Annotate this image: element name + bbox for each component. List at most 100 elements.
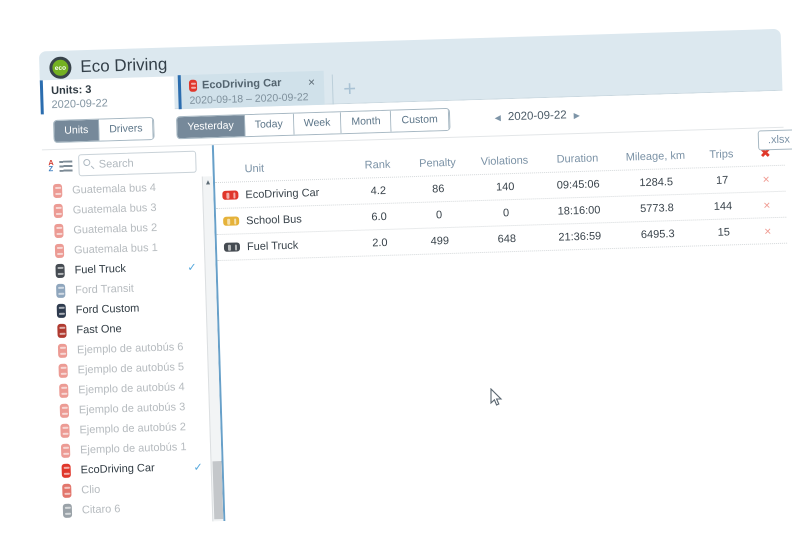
period-button-group: Yesterday Today Week Month Custom — [176, 107, 451, 139]
cell-violations: 0 — [502, 206, 510, 219]
cell-rank: 6.0 — [371, 210, 387, 223]
cell-duration: 21:36:59 — [558, 229, 602, 244]
app-title: Eco Driving — [80, 54, 168, 77]
unit-label: Citaro 6 — [81, 503, 121, 517]
unit-label: Fuel Truck — [74, 262, 127, 277]
remove-row-icon[interactable]: × — [763, 223, 772, 238]
cell-violations: 140 — [495, 180, 515, 194]
vehicle-icon — [58, 363, 68, 378]
cell-trips: 15 — [717, 225, 731, 239]
cell-unit: School Bus — [245, 212, 302, 227]
cell-penalty: 499 — [430, 234, 450, 248]
cell-unit: Fuel Truck — [246, 239, 299, 253]
period-button[interactable]: Today — [244, 113, 295, 136]
unit-label: Fast One — [76, 323, 122, 337]
mode-button-group: Units Drivers — [52, 116, 155, 143]
col-trips: Trips — [709, 147, 734, 161]
vehicle-icon — [55, 263, 65, 279]
unit-label: Ejemplo de autobús 5 — [77, 361, 185, 377]
unit-label: Ford Custom — [75, 302, 140, 317]
car-icon — [188, 79, 198, 92]
tab-units-count: Units: 3 — [50, 83, 92, 98]
cell-unit: EcoDriving Car — [245, 186, 320, 201]
unit-label: Guatemala bus 1 — [73, 241, 158, 257]
vehicle-icon — [52, 183, 63, 199]
unit-label: Guatemala bus 2 — [73, 221, 158, 237]
check-icon: ✓ — [193, 461, 203, 474]
unit-label: Ejemplo de autobús 1 — [79, 441, 187, 457]
col-mileage: Mileage, km — [625, 149, 686, 164]
scrollbar-thumb[interactable] — [212, 461, 224, 520]
tab-unit-title: EcoDriving Car — [201, 77, 282, 92]
export-xlsx-button[interactable]: .xlsx — [757, 129, 792, 151]
period-button[interactable]: Week — [293, 111, 342, 135]
current-date: 2020-09-22 — [507, 109, 567, 124]
date-navigation: ◀ 2020-09-22 ▶ — [492, 108, 583, 124]
mode-button[interactable]: Units — [54, 119, 100, 142]
unit-list: Guatemala bus 4 ✓ Guatemala bus 3 ✓ Guat… — [43, 177, 212, 527]
col-unit: Unit — [244, 162, 265, 175]
unit-label: Ford Transit — [75, 282, 135, 297]
cell-mileage: 1284.5 — [639, 175, 674, 189]
vehicle-icon — [62, 483, 72, 498]
vehicle-icon — [222, 190, 239, 200]
tab-units-date: 2020-09-22 — [51, 97, 108, 112]
cell-penalty: 0 — [435, 208, 443, 221]
check-icon: ✓ — [187, 261, 197, 274]
col-rank: Rank — [364, 158, 391, 172]
unit-list-item[interactable]: Citaro 6 ✓ — [53, 496, 213, 521]
search-input[interactable] — [78, 150, 197, 177]
unit-label: Ejemplo de autobús 2 — [79, 421, 187, 437]
tab-ecodriving-car[interactable]: EcoDriving Car × 2020-09-18 – 2020-09-22 — [177, 70, 325, 110]
vehicle-icon — [60, 443, 71, 458]
vehicle-icon — [54, 223, 64, 239]
col-violations: Violations — [480, 154, 529, 168]
prev-day-icon[interactable]: ◀ — [494, 112, 501, 123]
col-penalty: Penalty — [418, 156, 457, 170]
cell-duration: 18:16:00 — [557, 203, 601, 218]
period-button[interactable]: Custom — [391, 108, 450, 132]
tab-units-summary[interactable]: Units: 3 2020-09-22 — [39, 76, 175, 115]
unit-label: Clio — [81, 483, 101, 497]
col-duration: Duration — [556, 151, 599, 166]
remove-row-icon[interactable]: × — [762, 171, 770, 186]
next-day-icon[interactable]: ▶ — [573, 110, 580, 120]
vehicle-icon — [62, 503, 73, 518]
vehicle-icon — [57, 323, 67, 339]
cell-mileage: 5773.8 — [639, 201, 674, 215]
unit-label: EcoDriving Car — [80, 462, 155, 477]
cell-mileage: 6495.3 — [640, 227, 675, 241]
list-view-icon[interactable] — [59, 159, 73, 172]
vehicle-icon — [59, 403, 70, 418]
vehicle-icon — [56, 303, 67, 319]
unit-label: Ejemplo de autobús 4 — [78, 381, 185, 397]
vehicle-icon — [56, 283, 66, 299]
mouse-cursor — [489, 387, 503, 413]
cell-penalty: 86 — [431, 182, 445, 195]
add-tab-button[interactable]: + — [331, 73, 367, 105]
eco-driving-window: eco Eco Driving Units: 3 2020-09-22 EcoD… — [38, 28, 792, 528]
vehicle-icon — [60, 423, 70, 438]
scroll-up-icon[interactable]: ▲ — [204, 179, 212, 187]
unit-label: Guatemala bus 3 — [72, 201, 157, 217]
cell-rank: 4.2 — [370, 184, 387, 197]
cell-duration: 09:45:06 — [556, 177, 600, 192]
unit-label: Guatemala bus 4 — [71, 181, 157, 197]
period-button[interactable]: Month — [341, 110, 392, 133]
vehicle-icon — [223, 216, 240, 226]
period-button[interactable]: Yesterday — [177, 114, 246, 138]
unit-sidebar: AZ Guatemala bus 4 ✓ — [41, 145, 226, 527]
vehicle-icon — [223, 242, 241, 252]
cell-rank: 2.0 — [372, 236, 388, 249]
close-tab-icon[interactable]: × — [307, 75, 316, 90]
stats-table-area: .xlsx Unit Rank Penalty Violations Durat… — [214, 128, 792, 521]
unit-label: Ejemplo de autobús 3 — [78, 401, 186, 417]
remove-row-icon[interactable]: × — [763, 197, 771, 212]
vehicle-icon — [53, 203, 63, 219]
vehicle-icon — [54, 243, 65, 259]
unit-label: Ejemplo de autobús 6 — [76, 341, 184, 357]
mode-button[interactable]: Drivers — [98, 117, 154, 141]
vehicle-icon — [57, 343, 68, 358]
eco-driving-logo-icon: eco — [49, 56, 72, 80]
